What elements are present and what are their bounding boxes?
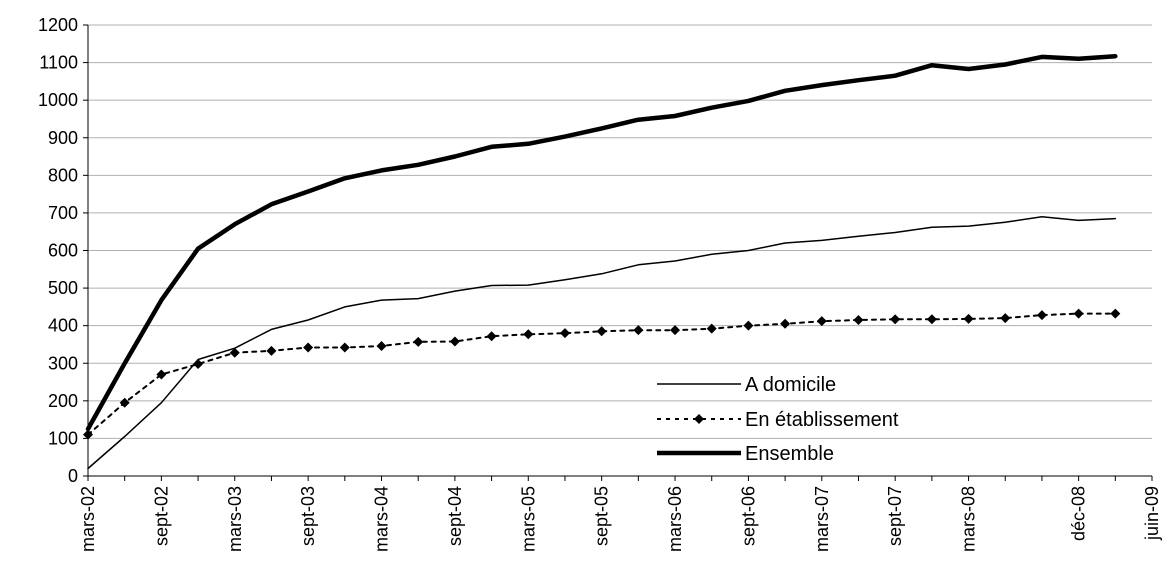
x-tick-label: mars-07 bbox=[812, 486, 832, 552]
y-tick-label: 200 bbox=[48, 391, 78, 411]
y-tick-label: 0 bbox=[68, 466, 78, 486]
data-point-marker bbox=[156, 369, 167, 380]
data-point-marker bbox=[303, 342, 314, 353]
data-point-marker bbox=[596, 326, 607, 337]
data-point-marker bbox=[193, 359, 204, 370]
legend-marker bbox=[694, 414, 704, 424]
y-tick-label: 1200 bbox=[38, 15, 78, 35]
data-point-marker bbox=[119, 397, 130, 408]
data-point-marker bbox=[706, 323, 717, 334]
x-tick-label: mars-05 bbox=[518, 486, 538, 552]
y-tick-label: 500 bbox=[48, 278, 78, 298]
series-line-0 bbox=[87, 215, 1117, 470]
x-tick-label: mars-08 bbox=[959, 486, 979, 552]
data-point-marker bbox=[1110, 308, 1121, 319]
data-point-marker bbox=[449, 336, 460, 347]
x-tick-label: mars-02 bbox=[78, 486, 98, 552]
data-point-marker bbox=[890, 314, 901, 325]
y-axis-tick-labels: 0 100 200 300 400 500 600 700 800 900 1000 1100 1200 bbox=[38, 15, 78, 486]
y-tick-label: 800 bbox=[48, 165, 78, 185]
x-tick-label: sept-02 bbox=[151, 486, 171, 546]
data-point-marker bbox=[633, 325, 644, 336]
y-tick-label: 300 bbox=[48, 353, 78, 373]
y-tick-label: 1100 bbox=[39, 53, 78, 73]
axes bbox=[83, 24, 1153, 481]
data-point-marker bbox=[670, 325, 681, 336]
x-tick-label: sept-06 bbox=[738, 486, 758, 546]
grid-lines bbox=[88, 24, 1152, 439]
x-tick-label: sept-07 bbox=[885, 486, 905, 546]
x-tick-label: sept-03 bbox=[298, 486, 318, 546]
y-tick-label: 700 bbox=[48, 203, 78, 223]
legend: A domicile En établissement Ensemble bbox=[657, 374, 899, 465]
data-point-marker bbox=[743, 320, 754, 331]
series-lines bbox=[83, 53, 1121, 470]
x-tick-label: déc-08 bbox=[1069, 486, 1089, 541]
x-tick-label: mars-03 bbox=[225, 486, 245, 552]
data-point-marker bbox=[1036, 310, 1047, 321]
data-point-marker bbox=[780, 318, 791, 329]
data-point-marker bbox=[1073, 308, 1084, 319]
y-tick-label: 600 bbox=[48, 241, 78, 261]
x-tick-label: sept-04 bbox=[445, 486, 465, 546]
data-point-marker bbox=[853, 315, 864, 326]
y-tick-label: 900 bbox=[48, 128, 78, 148]
data-point-marker bbox=[413, 336, 424, 347]
data-point-marker bbox=[963, 313, 974, 324]
data-point-marker bbox=[926, 314, 937, 325]
data-point-marker bbox=[559, 328, 570, 339]
y-tick-label: 1000 bbox=[38, 90, 78, 110]
data-point-marker bbox=[266, 345, 277, 356]
data-point-marker bbox=[816, 316, 827, 327]
data-point-marker bbox=[339, 342, 350, 353]
data-point-marker bbox=[523, 329, 534, 340]
x-axis-tick-labels: mars-02 sept-02 mars-03 sept-03 mars-04 sept-… bbox=[78, 486, 1162, 552]
legend-label: En établissement bbox=[745, 409, 899, 431]
x-tick-label: mars-06 bbox=[665, 486, 685, 552]
x-tick-label: sept-05 bbox=[592, 486, 612, 546]
data-point-marker bbox=[376, 340, 387, 351]
data-point-marker bbox=[83, 429, 93, 440]
legend-label: A domicile bbox=[745, 374, 836, 396]
data-point-marker bbox=[486, 331, 497, 342]
y-tick-label: 100 bbox=[48, 428, 78, 448]
legend-label: Ensemble bbox=[745, 443, 834, 465]
y-tick-label: 400 bbox=[48, 316, 78, 336]
data-point-marker bbox=[229, 347, 240, 358]
x-tick-label: juin-09 bbox=[1142, 486, 1162, 541]
series-line-2 bbox=[85, 53, 1118, 432]
x-tick-label: mars-04 bbox=[372, 486, 392, 552]
data-point-marker bbox=[1000, 313, 1011, 324]
